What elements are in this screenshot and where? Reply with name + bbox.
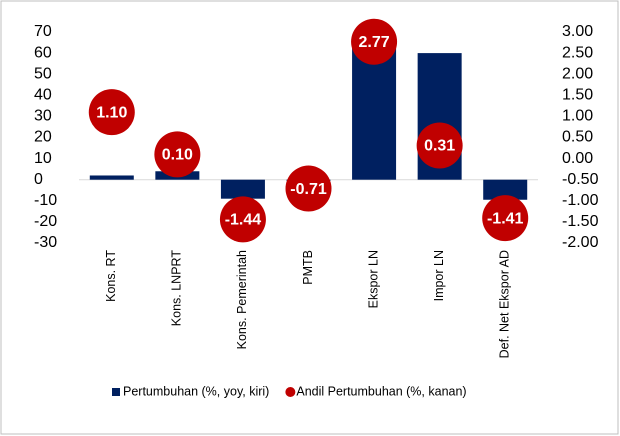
legend-swatch — [112, 388, 120, 396]
data-label: 1.10 — [96, 104, 127, 121]
x-tick-label: Def. Net Ekspor AD — [498, 250, 512, 358]
y2-tick-label: 3.00 — [562, 23, 593, 40]
y2-tick-label: 2.00 — [562, 65, 593, 82]
dot — [154, 131, 201, 178]
x-tick-label: Kons. LNPRT — [170, 250, 184, 327]
y2-tick-label: 0.50 — [562, 129, 593, 146]
y2-tick-label: 0.00 — [562, 150, 593, 167]
y2-tick-label: 2.50 — [562, 44, 593, 61]
x-tick-label: Ekspor LN — [366, 250, 380, 308]
dot — [351, 18, 398, 65]
y-tick-label: -10 — [34, 192, 57, 209]
data-label: 2.77 — [359, 34, 390, 51]
dot — [285, 165, 332, 212]
y2-tick-label: -1.00 — [562, 192, 599, 209]
bar — [89, 175, 134, 180]
y-tick-label: 70 — [34, 23, 52, 40]
data-label: 0.10 — [162, 147, 193, 164]
x-tick-label: Kons. Pemerintah — [235, 250, 249, 349]
data-label: -1.41 — [487, 210, 524, 227]
bar — [483, 179, 528, 200]
y-tick-label: 20 — [34, 129, 52, 146]
y-tick-label: 10 — [34, 150, 52, 167]
x-tick-label: Impor LN — [432, 250, 446, 301]
dot — [482, 195, 529, 242]
y-tick-label: 0 — [34, 171, 43, 188]
y-tick-label: 60 — [34, 44, 52, 61]
y2-tick-label: -2.00 — [562, 234, 599, 251]
data-label: -0.71 — [290, 181, 327, 198]
y-tick-label: 30 — [34, 108, 52, 125]
dot — [416, 122, 463, 169]
legend-swatch — [285, 387, 296, 397]
y-tick-label: 50 — [34, 65, 52, 82]
dot — [219, 196, 266, 243]
bar — [220, 179, 265, 199]
y-tick-label: -20 — [34, 213, 57, 230]
x-tick-label: Kons. RT — [104, 250, 118, 302]
y2-tick-label: 1.00 — [562, 108, 593, 125]
y2-tick-label: -0.50 — [562, 171, 599, 188]
legend-label: Pertumbuhan (%, yoy, kiri) — [123, 384, 269, 398]
x-tick-label: PMTB — [301, 250, 315, 285]
data-label: -1.44 — [225, 212, 262, 229]
legend-label: Andil Pertumbuhan (%, kanan) — [296, 384, 466, 398]
y-tick-label: 40 — [34, 87, 52, 104]
dot — [88, 89, 135, 136]
data-label: 0.31 — [424, 138, 455, 155]
y2-tick-label: -1.50 — [562, 213, 599, 230]
y-tick-label: -30 — [34, 234, 57, 251]
y2-tick-label: 1.50 — [562, 87, 593, 104]
